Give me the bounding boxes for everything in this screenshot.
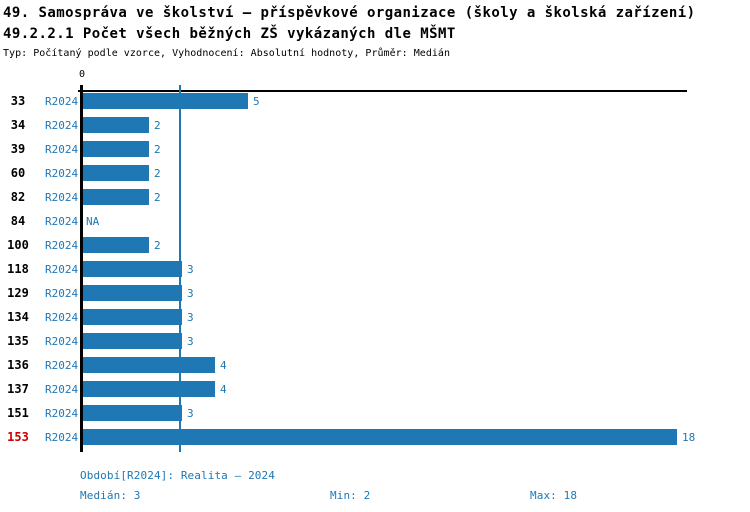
bar (83, 117, 149, 133)
value-label: 2 (154, 119, 161, 132)
category-label: 60 (10, 166, 26, 180)
category-label: 153 (7, 430, 29, 444)
bar (83, 381, 215, 397)
series-period-label: R2024 (45, 431, 79, 444)
series-period-label: R2024 (45, 95, 79, 108)
bar (83, 261, 182, 277)
category-label: 134 (7, 310, 29, 324)
category-label: 118 (7, 262, 29, 276)
bar (83, 189, 149, 205)
value-label: 3 (187, 407, 194, 420)
category-label: 39 (10, 142, 26, 156)
y-axis-zero-line (80, 85, 83, 452)
category-label: 136 (7, 358, 29, 372)
bar (83, 237, 149, 253)
value-label: 2 (154, 143, 161, 156)
series-period-label: R2024 (45, 167, 79, 180)
value-label: 3 (187, 287, 194, 300)
value-label: 4 (220, 383, 227, 396)
value-label: 2 (154, 239, 161, 252)
chart-meta-info: Typ: Počítaný podle vzorce, Vyhodnocení:… (3, 48, 450, 59)
value-label: 5 (253, 95, 260, 108)
category-label: 34 (10, 118, 26, 132)
median-stat: Medián: 3 (80, 489, 141, 502)
value-label: 3 (187, 335, 194, 348)
bar (83, 357, 215, 373)
series-period-label: R2024 (45, 287, 79, 300)
value-label: 2 (154, 167, 161, 180)
bar (83, 285, 182, 301)
bar (83, 309, 182, 325)
category-label: 84 (10, 214, 26, 228)
category-label: 135 (7, 334, 29, 348)
category-label: 137 (7, 382, 29, 396)
bar (83, 405, 182, 421)
value-label: 4 (220, 359, 227, 372)
bar (83, 429, 677, 445)
x-axis-zero-tick-label: 0 (78, 69, 86, 80)
series-period-label: R2024 (45, 143, 79, 156)
series-period-label: R2024 (45, 359, 79, 372)
period-legend: Období[R2024]: Realita – 2024 (80, 469, 275, 482)
series-period-label: R2024 (45, 311, 79, 324)
bar (83, 93, 248, 109)
category-label: 151 (7, 406, 29, 420)
category-label: 33 (10, 94, 26, 108)
value-label: 2 (154, 191, 161, 204)
series-period-label: R2024 (45, 335, 79, 348)
value-label: 3 (187, 263, 194, 276)
category-label: 82 (10, 190, 26, 204)
na-label: NA (86, 215, 100, 228)
category-label: 100 (7, 238, 29, 252)
max-stat: Max: 18 (530, 489, 578, 502)
chart-subtitle: 49.2.2.1 Počet všech běžných ZŠ vykázaný… (3, 26, 456, 42)
series-period-label: R2024 (45, 263, 79, 276)
x-axis-line (78, 90, 687, 92)
series-period-label: R2024 (45, 119, 79, 132)
value-label: 3 (187, 311, 194, 324)
page-title: 49. Samospráva ve školství – příspěvkové… (3, 5, 696, 21)
series-period-label: R2024 (45, 239, 79, 252)
bar (83, 165, 149, 181)
value-label: 18 (682, 431, 696, 444)
category-label: 129 (7, 286, 29, 300)
series-period-label: R2024 (45, 407, 79, 420)
bar (83, 141, 149, 157)
series-period-label: R2024 (45, 191, 79, 204)
min-stat: Min: 2 (330, 489, 371, 502)
series-period-label: R2024 (45, 215, 79, 228)
bar (83, 333, 182, 349)
series-period-label: R2024 (45, 383, 79, 396)
